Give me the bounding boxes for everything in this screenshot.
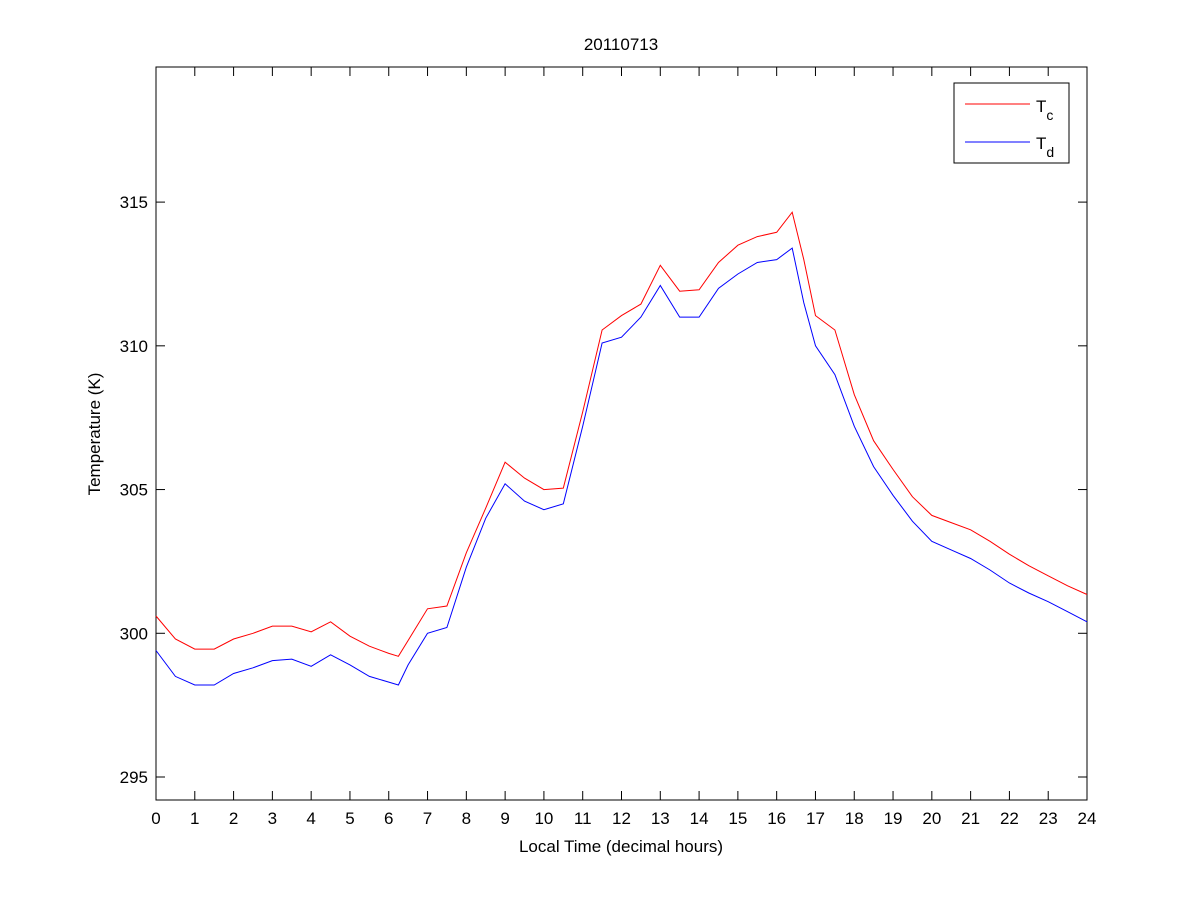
- x-tick-label: 18: [845, 809, 864, 828]
- x-tick-label: 4: [306, 809, 315, 828]
- x-tick-label: 1: [190, 809, 199, 828]
- x-tick-label: 21: [961, 809, 980, 828]
- x-tick-label: 2: [229, 809, 238, 828]
- x-tick-label: 24: [1078, 809, 1097, 828]
- x-tick-label: 19: [884, 809, 903, 828]
- y-tick-label: 315: [120, 193, 148, 212]
- x-tick-label: 16: [767, 809, 786, 828]
- plot-area: [155, 66, 1088, 801]
- x-tick-label: 17: [806, 809, 825, 828]
- x-tick-label: 13: [651, 809, 670, 828]
- legend: Tc Td: [953, 82, 1070, 164]
- y-tick-label: 295: [120, 768, 148, 787]
- x-tick-label: 7: [423, 809, 432, 828]
- chart-title: 20110713: [584, 35, 658, 54]
- x-tick-label: 12: [612, 809, 631, 828]
- legend-label-tc: Tc: [1036, 97, 1053, 123]
- series-line-td: [155, 247, 1088, 686]
- x-tick-label: 10: [534, 809, 553, 828]
- x-tick-label: 14: [690, 809, 709, 828]
- x-tick-label: 9: [500, 809, 509, 828]
- y-tick-label: 300: [120, 624, 148, 643]
- x-tick-label: 6: [384, 809, 393, 828]
- x-tick-label: 11: [574, 809, 592, 828]
- x-axis-label: Local Time (decimal hours): [519, 837, 723, 856]
- x-tick-label: 22: [1000, 809, 1019, 828]
- legend-label-td: Td: [1036, 134, 1054, 160]
- x-tick-label: 0: [151, 809, 160, 828]
- legend-box: [953, 82, 1070, 164]
- series-line-tc: [155, 211, 1088, 657]
- x-tick-label: 15: [728, 809, 747, 828]
- y-tick-label: 305: [120, 481, 148, 500]
- y-tick-label: 310: [120, 337, 148, 356]
- y-axis-label: Temperature (K): [85, 373, 104, 496]
- x-tick-label: 3: [268, 809, 277, 828]
- x-tick-label: 5: [345, 809, 354, 828]
- x-tick-label: 23: [1039, 809, 1058, 828]
- x-tick-label: 20: [922, 809, 941, 828]
- x-tick-label: 8: [462, 809, 471, 828]
